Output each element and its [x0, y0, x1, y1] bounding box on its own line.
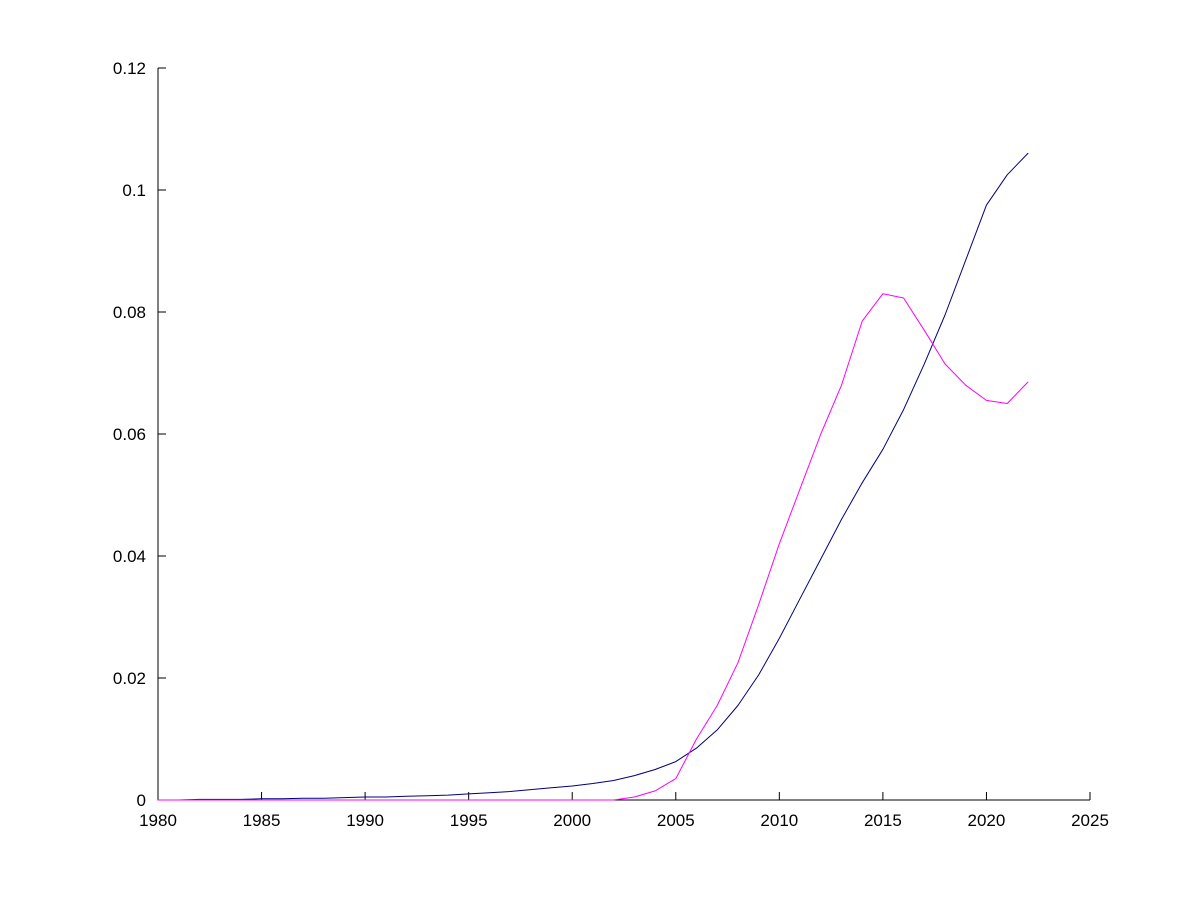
x-tick-label: 2020 — [968, 811, 1006, 830]
series-dark-blue-line — [157, 152, 1029, 801]
x-tick-label: 2010 — [760, 811, 798, 830]
x-tick-label: 1995 — [450, 811, 488, 830]
y-tick-label: 0 — [137, 791, 146, 810]
x-tick-label: 2005 — [657, 811, 695, 830]
x-tick-label: 2015 — [864, 811, 902, 830]
series-magenta-line — [157, 293, 1029, 801]
x-tick-label: 2025 — [1071, 811, 1109, 830]
x-tick-label: 1990 — [346, 811, 384, 830]
y-tick-label: 0.08 — [113, 303, 146, 322]
axes-group: 1980 1985 1990 1995 2000 2005 2010 2015 2020 2025… — [113, 59, 1109, 830]
y-tick-label: 0.1 — [122, 181, 146, 200]
x-tick-label: 1980 — [139, 811, 177, 830]
y-tick-label: 0.06 — [113, 425, 146, 444]
x-tick-label: 2000 — [553, 811, 591, 830]
series-group — [157, 152, 1029, 801]
y-tick-label: 0.02 — [113, 669, 146, 688]
y-tick-label: 0.12 — [113, 59, 146, 78]
y-tick-label: 0.04 — [113, 547, 146, 566]
x-tick-label: 1985 — [243, 811, 281, 830]
